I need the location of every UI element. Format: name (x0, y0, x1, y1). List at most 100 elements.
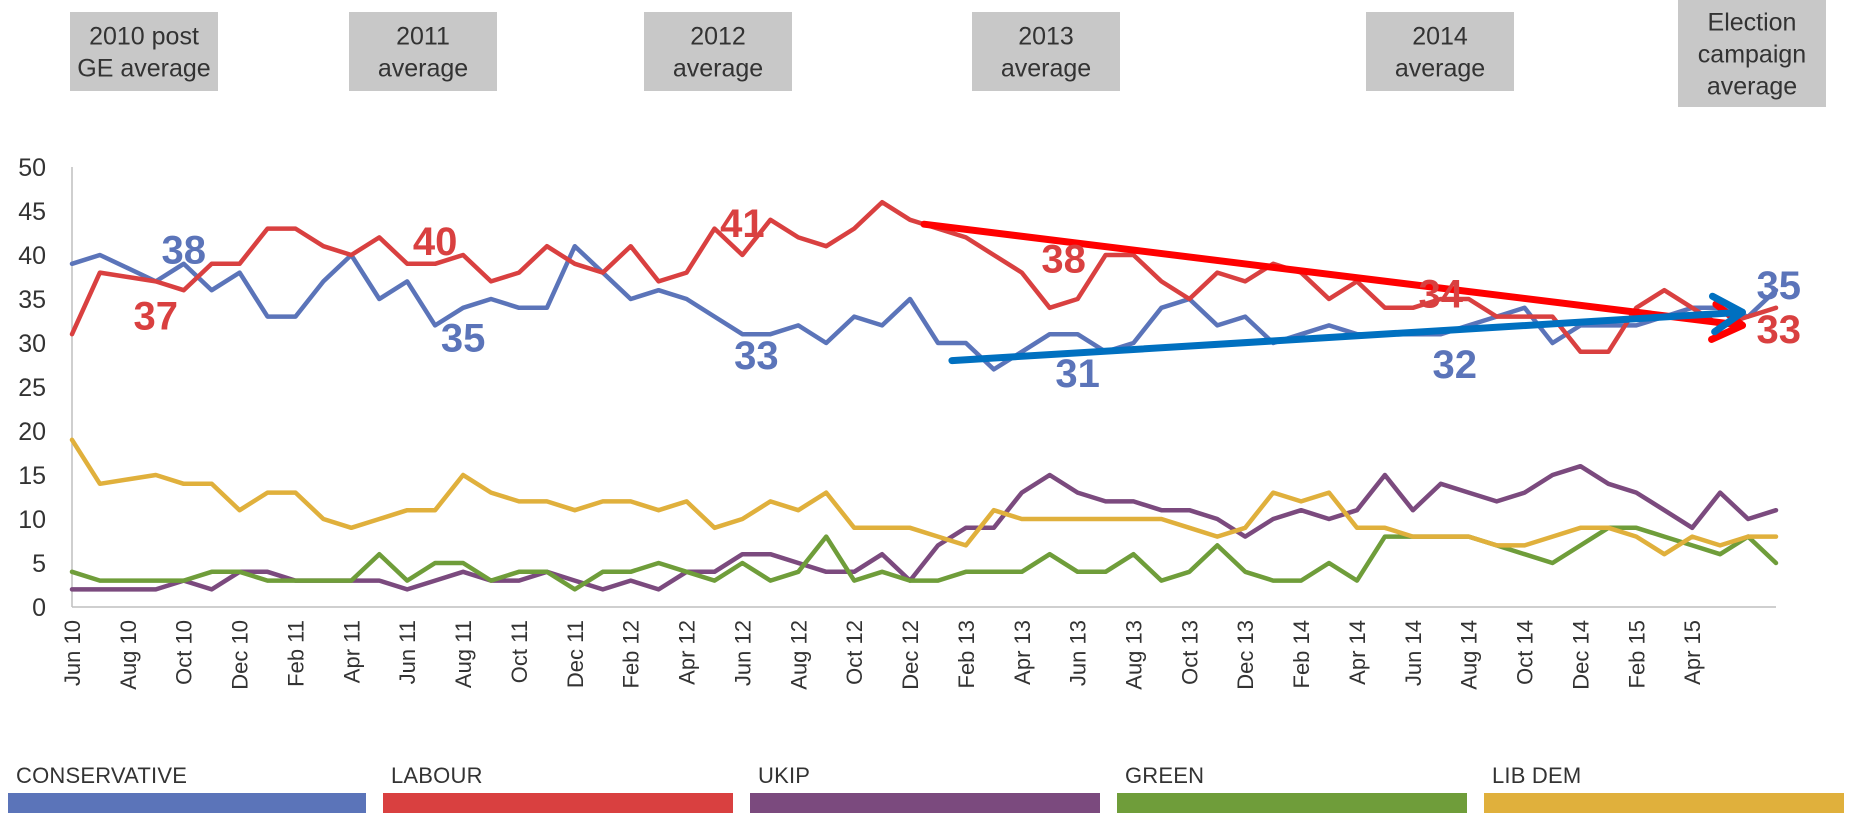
x-tick-label: Aug 12 (786, 620, 811, 690)
x-tick-label: Jun 13 (1066, 620, 1091, 686)
period-label-text: Election (1708, 9, 1797, 37)
value-annotation: 41 (720, 202, 765, 246)
x-tick-label: Dec 12 (898, 620, 923, 690)
period-box-bg (1366, 12, 1514, 91)
legend-swatch (750, 793, 1100, 813)
legend-label: CONSERVATIVE (16, 763, 188, 788)
legend-label: LABOUR (391, 763, 483, 788)
legend-swatch (8, 793, 366, 813)
x-tick-label: Dec 10 (228, 620, 253, 690)
period-label-box: 2011 average (349, 12, 497, 91)
trend-arrow-labour (920, 220, 1746, 329)
x-tick-label: Jun 14 (1401, 620, 1426, 686)
period-label-box: 2013 average (972, 12, 1120, 91)
trend-arrows (920, 220, 1746, 365)
legend-item-conservative: CONSERVATIVE (8, 755, 366, 813)
x-tick-label: Oct 11 (507, 620, 532, 683)
y-tick-label: 20 (18, 418, 46, 446)
series-line-conservative (69, 243, 1779, 372)
y-tick-label: 25 (18, 374, 46, 402)
period-label-box: 2012 average (644, 12, 792, 91)
x-tick-label: Dec 13 (1233, 620, 1258, 690)
legend: CONSERVATIVE LABOUR UKIP GREEN LIB DEM (0, 755, 1852, 813)
y-tick-label: 50 (18, 154, 46, 182)
legend-item-ukip: UKIP (750, 755, 1100, 813)
value-annotation: 40 (413, 220, 458, 264)
period-label-text: average (673, 55, 763, 83)
opinion-poll-chart: 2010 post GE average 2011 average 2012 averag… (18, 0, 1826, 690)
x-tick-label: Oct 10 (172, 620, 197, 685)
x-tick-label: Aug 10 (116, 620, 141, 690)
legend-item-labour: LABOUR (383, 755, 733, 813)
x-tick-label: Oct 12 (842, 620, 867, 685)
value-annotation: 35 (1757, 264, 1802, 308)
period-box-bg (70, 12, 218, 91)
period-box-bg (644, 12, 792, 91)
legend-item-lib-dem: LIB DEM (1484, 755, 1844, 813)
value-annotation: 32 (1433, 343, 1478, 387)
period-label-text: GE average (77, 55, 210, 83)
legend-label: GREEN (1125, 763, 1205, 788)
y-axis: 0 5 10 15 20 25 30 35 40 45 50 (18, 154, 73, 622)
x-tick-label: Apr 12 (675, 620, 700, 685)
period-label-text: average (1707, 73, 1797, 101)
x-tick-label: Aug 14 (1457, 620, 1482, 690)
y-tick-label: 10 (18, 506, 46, 534)
value-annotation: 34 (1419, 273, 1464, 317)
period-label-text: 2012 (690, 23, 746, 51)
trend-arrow-conservative-head (1708, 292, 1746, 336)
x-tick-label: Aug 11 (451, 620, 476, 688)
period-label-text: 2014 (1412, 23, 1468, 51)
x-tick-label: Feb 13 (954, 620, 979, 689)
period-label-text: average (1395, 55, 1485, 83)
period-label-text: average (378, 55, 468, 83)
y-tick-label: 5 (32, 550, 46, 578)
value-annotation: 35 (441, 317, 486, 361)
period-label-text: 2010 post (89, 23, 199, 51)
x-tick-label: Apr 15 (1680, 620, 1705, 685)
x-tick-label: Dec 11 (563, 620, 588, 688)
y-tick-label: 45 (18, 198, 46, 226)
period-label-box: 2010 post GE average (70, 12, 218, 91)
period-label-text: campaign (1698, 41, 1806, 69)
period-label-text: average (1001, 55, 1091, 83)
legend-label: UKIP (758, 763, 811, 788)
period-label-text: 2013 (1018, 23, 1074, 51)
legend-swatch (1484, 793, 1844, 813)
period-label-box: Election campaign average (1678, 0, 1826, 107)
series-line-lib-dem (69, 437, 1779, 557)
period-box-bg (1678, 0, 1826, 107)
value-annotation: 33 (1757, 308, 1802, 352)
x-tick-label: Jun 10 (60, 620, 85, 686)
value-annotation: 38 (161, 229, 206, 273)
period-box-bg (349, 12, 497, 91)
series-line-ukip (69, 463, 1779, 592)
period-box-bg (972, 12, 1120, 91)
series-line-green (69, 525, 1779, 592)
period-label-box: 2014 average (1366, 12, 1514, 91)
trend-arrow-conservative (948, 308, 1746, 365)
x-tick-label: Aug 13 (1122, 620, 1147, 690)
period-average-labels: 2010 post GE average 2011 average 2012 averag… (70, 0, 1826, 107)
x-tick-label: Apr 11 (339, 620, 364, 683)
x-tick-label: Jun 12 (730, 620, 755, 686)
value-annotation: 31 (1055, 352, 1100, 396)
x-tick-label: Feb 12 (619, 620, 644, 689)
x-axis: Jun 10 Aug 10 Oct 10 Dec 10 Feb 11 Apr 11 Jun … (60, 606, 1776, 690)
x-tick-label: Dec 14 (1568, 620, 1593, 690)
y-tick-label: 30 (18, 330, 46, 358)
legend-swatch (383, 793, 733, 813)
series-lines (69, 199, 1779, 592)
y-tick-label: 35 (18, 286, 46, 314)
period-label-text: 2011 (396, 23, 450, 51)
value-annotation: 38 (1041, 237, 1086, 281)
x-tick-label: Feb 11 (283, 620, 308, 687)
value-annotation: 33 (734, 334, 779, 378)
x-tick-label: Apr 13 (1010, 620, 1035, 685)
x-tick-label: Jun 11 (395, 620, 420, 684)
x-tick-label: Oct 14 (1513, 620, 1538, 685)
value-annotation: 37 (134, 295, 179, 339)
y-tick-label: 0 (32, 594, 46, 622)
y-tick-label: 15 (18, 462, 46, 490)
